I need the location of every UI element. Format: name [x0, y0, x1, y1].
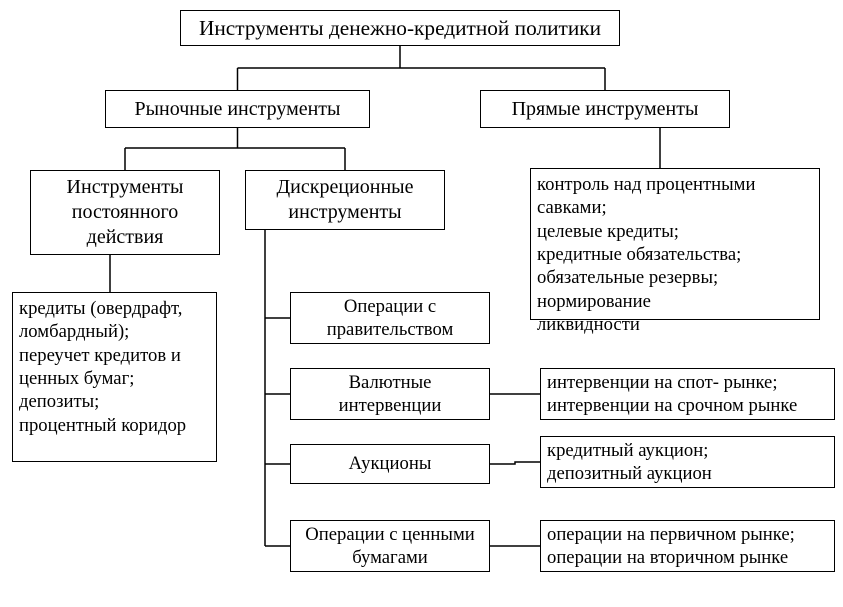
node-market: Рыночные инструменты — [105, 90, 370, 128]
node-fx-detail: интервенции на спот- рынке;интервенции н… — [540, 368, 835, 420]
node-fx: Валютные интервенции — [290, 368, 490, 420]
node-perm-list: кредиты (овердрафт, ломбардный);переучет… — [12, 292, 217, 462]
node-direct-list: контроль над процентными савками;целевые… — [530, 168, 820, 320]
node-auc-detail: кредитный аукцион;депозитный аукцион — [540, 436, 835, 488]
flowchart-stage: Инструменты денежно-кредитной политики Ры… — [0, 0, 843, 607]
node-sec-detail: операции на первичном рынке;операции на … — [540, 520, 835, 572]
node-discretionary: Дискреционные инструменты — [245, 170, 445, 230]
node-root: Инструменты денежно-кредитной политики — [180, 10, 620, 46]
node-sec-ops: Операции с ценными бумагами — [290, 520, 490, 572]
node-gov-ops: Операции с правительством — [290, 292, 490, 344]
node-direct: Прямые инструменты — [480, 90, 730, 128]
node-permanent: Инструменты постоянного действия — [30, 170, 220, 255]
node-auctions: Аукционы — [290, 444, 490, 484]
